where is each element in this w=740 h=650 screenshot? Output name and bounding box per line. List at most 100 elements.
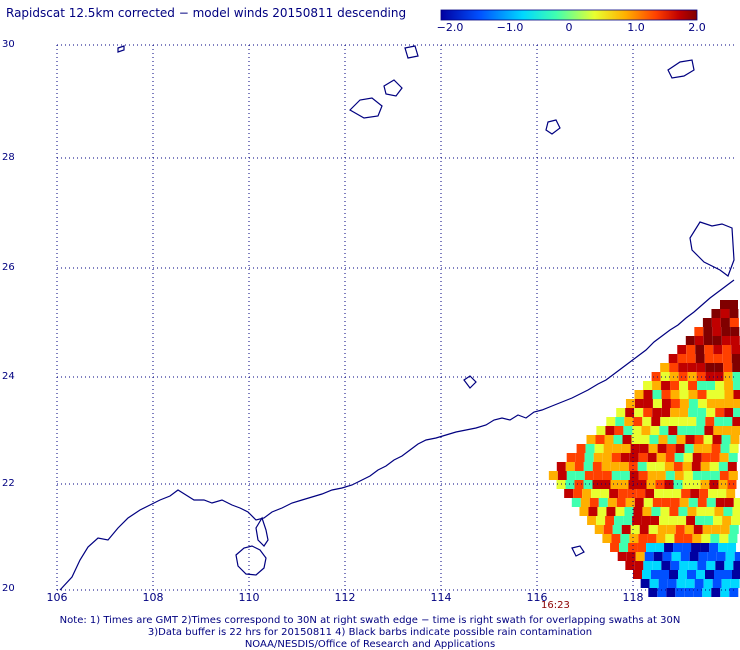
swath-cell	[734, 552, 740, 561]
swath-cell	[621, 444, 631, 453]
swath-cell	[711, 318, 721, 327]
swath-cell	[635, 552, 645, 561]
swath-cell	[720, 525, 730, 534]
swath-cell	[683, 534, 693, 543]
swath-cell	[697, 408, 707, 417]
swath-cell	[630, 525, 640, 534]
swath-cell	[591, 489, 601, 498]
colorbar-label: −2.0	[436, 21, 464, 34]
swath-cell	[672, 489, 682, 498]
swath-cell	[695, 345, 705, 354]
swath-cell	[694, 435, 704, 444]
swath-cell	[723, 507, 733, 516]
swath-cell	[697, 498, 707, 507]
swath-cell	[625, 399, 635, 408]
swath-cell	[646, 480, 656, 489]
swath-cell	[685, 579, 695, 588]
swath-cell	[668, 516, 678, 525]
swath-cell	[682, 543, 692, 552]
swath-cell	[723, 363, 733, 372]
swath-cell	[611, 453, 621, 462]
swath-cell	[625, 408, 635, 417]
swath-cell	[688, 390, 698, 399]
swath-cell	[656, 471, 666, 480]
swath-cell	[601, 462, 611, 471]
swath-cell	[641, 516, 651, 525]
swath-cell	[620, 453, 630, 462]
swath-cell	[733, 381, 740, 390]
coastal-islands-a	[349, 97, 383, 119]
swath-cell	[638, 471, 648, 480]
swath-cell	[645, 489, 655, 498]
swath-cell	[648, 444, 658, 453]
swath-cell	[643, 498, 653, 507]
swath-cell	[691, 480, 701, 489]
swath-cell	[715, 399, 725, 408]
swath-cell	[629, 471, 639, 480]
swath-cell	[720, 309, 730, 318]
swath-cell	[733, 408, 740, 417]
colorbar-label: −1.0	[496, 21, 524, 34]
swath-cell	[677, 426, 687, 435]
swath-cell	[653, 552, 663, 561]
swath-cell	[716, 552, 726, 561]
swath-cell	[728, 471, 738, 480]
swath-cell	[706, 381, 716, 390]
swath-cell	[655, 543, 665, 552]
swath-cell	[678, 372, 688, 381]
swath-cell	[629, 453, 639, 462]
swath-cell	[659, 516, 669, 525]
swath-cell	[573, 489, 583, 498]
swath-cell	[713, 516, 723, 525]
swath-cell	[620, 471, 630, 480]
swath-cell	[732, 372, 740, 381]
swath-cell	[669, 570, 678, 579]
swath-cell	[693, 525, 703, 534]
swath-cell	[619, 480, 629, 489]
swath-cell	[718, 543, 728, 552]
swath-cell	[640, 435, 650, 444]
swath-cell	[657, 444, 667, 453]
swath-cell	[670, 561, 680, 570]
swath-cell	[720, 300, 729, 309]
swath-cell	[638, 453, 648, 462]
swath-cell	[717, 489, 727, 498]
swath-cell	[704, 516, 714, 525]
swath-cell	[670, 381, 680, 390]
swath-cell	[606, 417, 616, 426]
swath-cell	[594, 444, 604, 453]
swath-cell	[664, 462, 674, 471]
swath-cell	[691, 543, 701, 552]
swath-cell	[706, 390, 716, 399]
swath-cell	[709, 543, 719, 552]
swath-cell	[696, 363, 706, 372]
swath-cell	[687, 570, 696, 579]
swath-cell	[674, 453, 684, 462]
swath-cell	[714, 507, 724, 516]
swath-cell	[614, 426, 624, 435]
swath-cell	[617, 552, 627, 561]
coastal-islands-h	[571, 545, 585, 557]
swath-cell	[574, 462, 584, 471]
swath-cell	[584, 471, 594, 480]
swath-cell	[679, 381, 689, 390]
swath-cell	[724, 399, 734, 408]
swath-cell	[614, 516, 624, 525]
swath-cell	[667, 435, 677, 444]
swath-cell	[695, 516, 705, 525]
swath-cell	[598, 498, 608, 507]
lat-label: 22	[2, 478, 15, 489]
footnote-line-1: Note: 1) Times are GMT 2)Times correspon…	[59, 615, 681, 626]
swath-cell	[628, 543, 638, 552]
swath-cell	[719, 453, 729, 462]
swath-cell	[593, 471, 603, 480]
swath-cell	[714, 363, 724, 372]
swath-cell	[556, 462, 566, 471]
swath-cell	[652, 408, 662, 417]
swath-cell	[668, 354, 678, 363]
swath-cell	[667, 579, 677, 588]
swath-cell	[683, 471, 693, 480]
swath-cell	[670, 408, 680, 417]
swath-cell	[731, 516, 740, 525]
swath-cell	[720, 588, 730, 597]
